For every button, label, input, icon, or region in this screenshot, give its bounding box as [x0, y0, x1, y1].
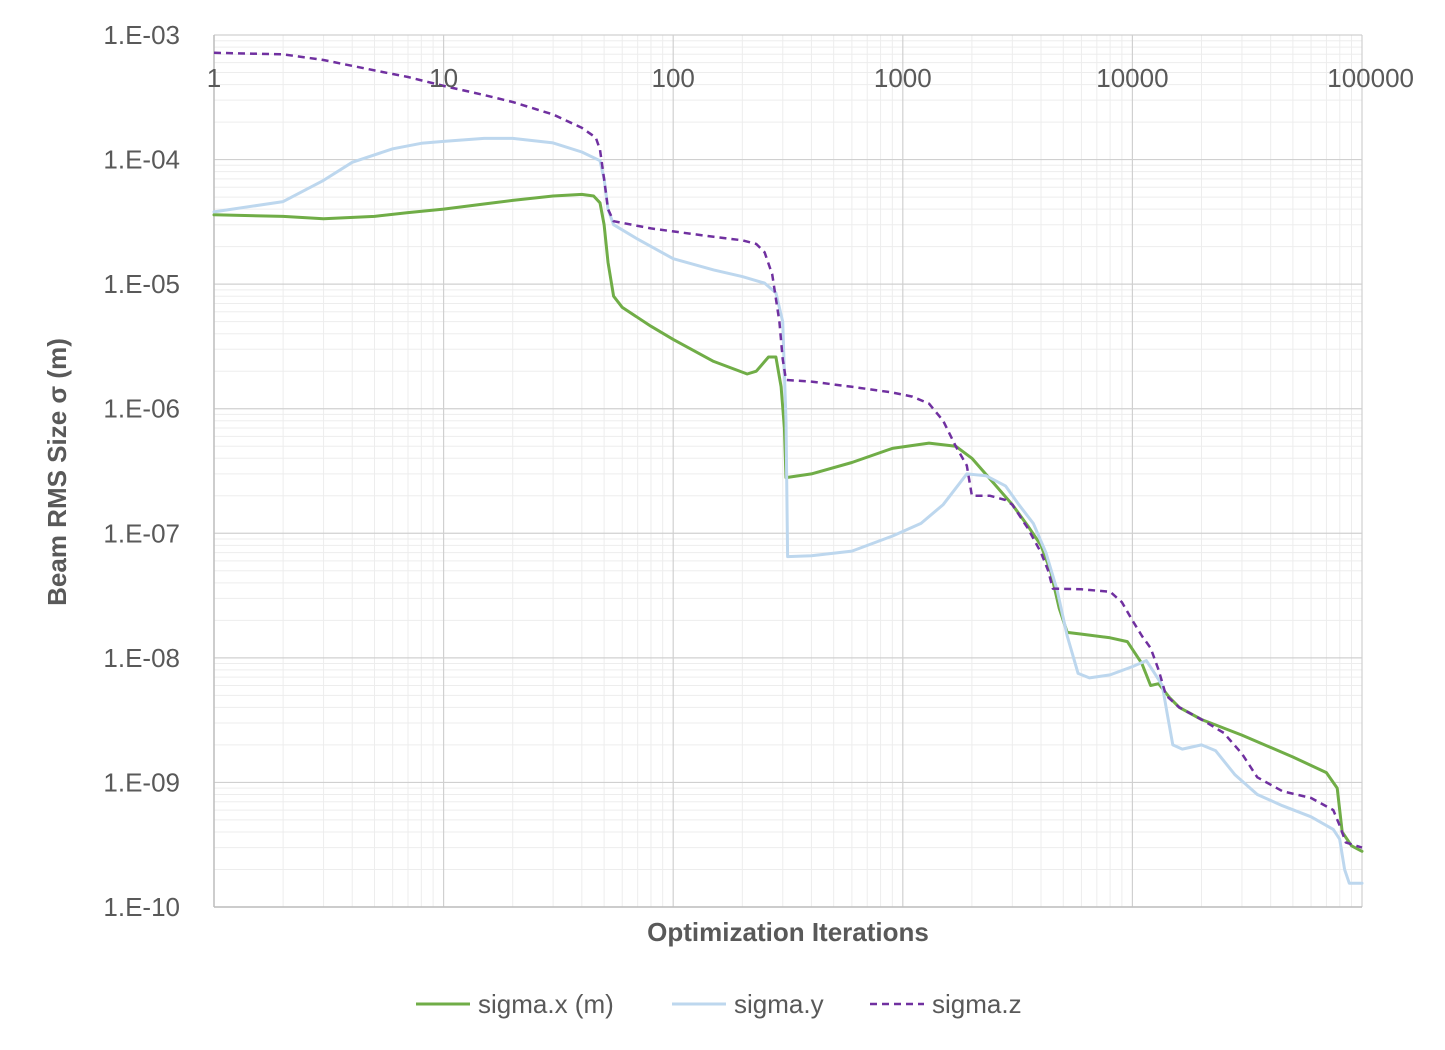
legend: sigma.x (m) sigma.y sigma.z	[416, 989, 1022, 1019]
y-tick-label: 1.E-09	[103, 767, 180, 797]
x-axis-title: Optimization Iterations	[647, 917, 929, 947]
x-axis-tick-labels: 1 10 100 1000 10000 100000	[207, 63, 1414, 93]
x-tick-label: 1000	[874, 63, 932, 93]
legend-label: sigma.z	[932, 989, 1022, 1019]
legend-label: sigma.x (m)	[478, 989, 614, 1019]
legend-label: sigma.y	[734, 989, 824, 1019]
plot-area-frame	[213, 35, 1362, 908]
y-tick-label: 1.E-04	[103, 145, 180, 175]
x-tick-label: 1	[207, 63, 221, 93]
y-axis-tick-labels: 1.E-03 1.E-04 1.E-05 1.E-06 1.E-07 1.E-08 1.E-…	[103, 20, 180, 922]
y-tick-label: 1.E-03	[103, 20, 180, 50]
x-tick-label: 10000	[1096, 63, 1168, 93]
x-tick-label: 100	[652, 63, 695, 93]
y-tick-label: 1.E-05	[103, 269, 180, 299]
series-line-sigma-y	[212, 136, 1364, 885]
y-tick-label: 1.E-07	[103, 518, 180, 548]
y-axis-title: Beam RMS Size σ (m)	[42, 338, 72, 606]
x-tick-label: 100000	[1327, 63, 1414, 93]
series-lines	[212, 51, 1364, 885]
y-tick-label: 1.E-10	[103, 892, 180, 922]
y-tick-label: 1.E-06	[103, 394, 180, 424]
x-tick-label: 10	[429, 63, 458, 93]
y-tick-label: 1.E-08	[103, 643, 180, 673]
